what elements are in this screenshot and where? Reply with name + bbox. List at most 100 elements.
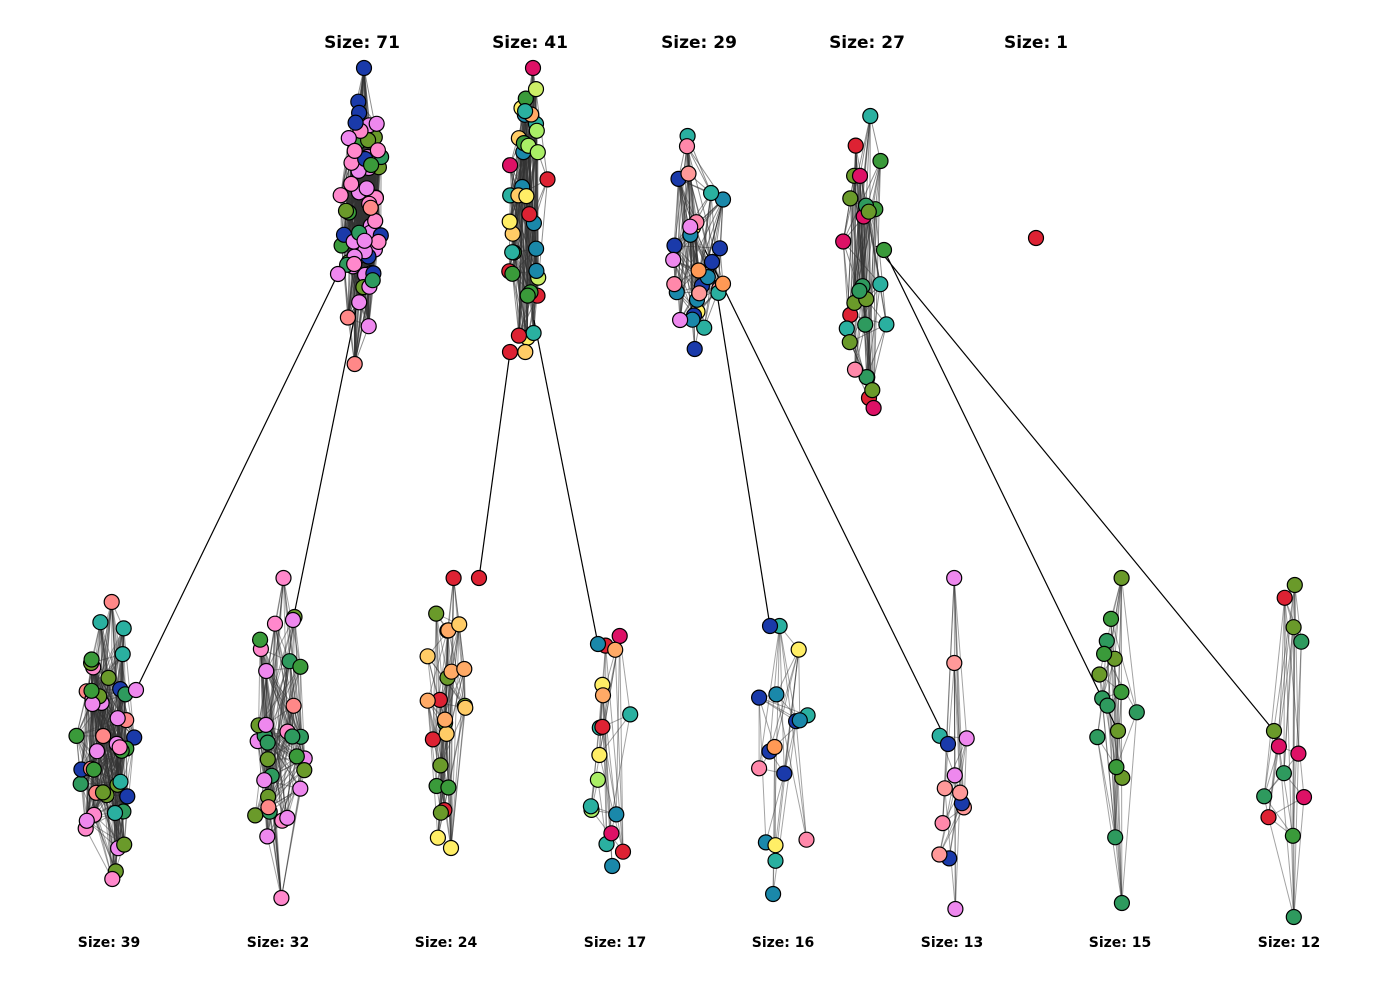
graph-node: [126, 729, 143, 746]
graph-node: [931, 846, 948, 863]
cluster-link: [704, 249, 949, 745]
graph-edge: [601, 726, 624, 852]
graph-node: [112, 773, 129, 790]
graph-node: [614, 843, 632, 860]
graph-edge: [602, 695, 617, 815]
graph-edge: [265, 670, 288, 818]
graph-node: [275, 569, 292, 587]
graph-edge: [283, 577, 295, 706]
graph-edge: [774, 649, 800, 748]
graph-edge: [938, 807, 965, 855]
graph-node: [92, 614, 109, 631]
graph-node: [428, 605, 445, 622]
graph-edge: [953, 577, 961, 793]
graph-edge: [117, 628, 125, 719]
graph-edge: [258, 666, 301, 726]
graph-node: [358, 180, 375, 197]
graph-edge: [874, 209, 887, 325]
graph-node: [1275, 765, 1293, 782]
cluster-size-label: Size: 12: [1258, 935, 1320, 951]
graph-node: [284, 728, 301, 745]
graph-edge: [274, 623, 293, 737]
graph-edge: [267, 731, 288, 797]
graph-edge: [842, 175, 855, 242]
graph-node: [109, 710, 126, 727]
graph-edge: [783, 721, 797, 774]
graph-node: [946, 569, 963, 587]
graph-node: [842, 190, 859, 207]
graph-edge: [606, 714, 631, 845]
graph-node: [351, 294, 368, 311]
graph-node: [100, 669, 117, 687]
graph-edge: [267, 616, 295, 797]
intra-cluster-edges: [76, 67, 1305, 918]
graph-edge: [1121, 712, 1138, 904]
graph-node: [266, 615, 284, 632]
cluster-link: [883, 249, 1119, 732]
graph-edge: [286, 756, 298, 818]
graph-node: [502, 157, 519, 174]
cluster-link: [135, 273, 339, 691]
graph-edge: [779, 625, 797, 722]
graph-node: [339, 309, 356, 326]
graph-node: [1295, 788, 1313, 806]
graph-node: [119, 788, 136, 805]
graph-edge: [265, 616, 295, 726]
graph-node: [438, 725, 455, 743]
graph-edge: [294, 616, 302, 737]
graph-node: [1256, 788, 1273, 805]
graph-node: [115, 620, 132, 637]
graph-edge: [269, 811, 282, 899]
graph-node: [1095, 645, 1113, 663]
graph-edge: [798, 649, 801, 721]
graph-node: [521, 206, 538, 223]
graph-node: [951, 784, 969, 801]
graph-edge: [1263, 597, 1286, 797]
graph-node: [1089, 728, 1106, 746]
graph-node: [85, 761, 102, 778]
graph-node: [835, 233, 852, 250]
graph-edge: [1096, 737, 1116, 838]
graph-node: [529, 144, 546, 161]
inter-cluster-links: [135, 245, 1275, 745]
cluster-size-label: Size: 17: [584, 935, 646, 951]
graph-edge: [91, 659, 128, 797]
graph-node: [878, 316, 895, 333]
graph-edge: [95, 719, 127, 793]
graph-node: [702, 184, 720, 202]
graph-node: [589, 771, 607, 788]
graph-edge: [1106, 577, 1123, 642]
graph-node: [776, 765, 793, 782]
graph-edge: [102, 735, 116, 814]
graph-node: [72, 775, 89, 793]
cluster-size-label: Size: 39: [78, 935, 140, 951]
graph-edge: [93, 743, 118, 816]
graph-edge: [758, 697, 776, 748]
graph-edge: [779, 625, 807, 840]
graph-node: [83, 651, 100, 668]
graph-edge: [1121, 577, 1138, 713]
graph-edge: [440, 733, 448, 813]
graph-node: [947, 900, 964, 918]
graph-node: [603, 825, 620, 842]
graph-node: [528, 122, 545, 139]
graph-node: [691, 285, 708, 302]
graph-node: [457, 699, 474, 716]
graph-node: [798, 831, 815, 848]
graph-node: [127, 681, 145, 699]
graph-node: [259, 751, 276, 768]
graph-node: [360, 318, 377, 335]
graph-node: [292, 780, 309, 797]
graph-node: [1108, 758, 1125, 776]
graph-edge: [450, 707, 466, 849]
graph-edge: [86, 698, 93, 821]
graph-node: [356, 232, 373, 249]
graph-node: [865, 399, 882, 417]
graph-edge: [775, 694, 807, 840]
graph-edge: [121, 654, 124, 751]
graph-edge: [354, 302, 360, 365]
graph-node: [1113, 683, 1130, 701]
graph-edge: [769, 649, 800, 752]
graph-node: [767, 852, 784, 869]
graph-edge: [254, 666, 301, 816]
